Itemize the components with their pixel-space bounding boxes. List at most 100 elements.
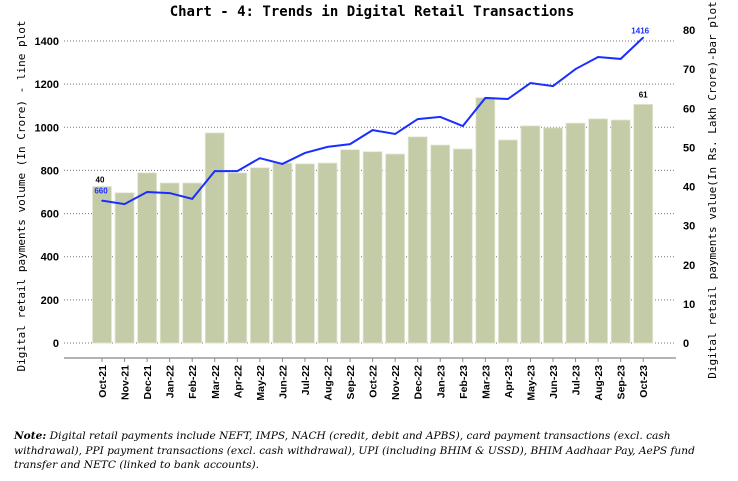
tick-labels: 0 200 400 600 800 1000 1200 1400 0 10 20 30 40 50 60 70… [35, 25, 696, 401]
right-tick-label: 40 [683, 182, 695, 194]
x-tick-label: Aug-23 [593, 365, 605, 401]
right-tick-label: 50 [683, 142, 695, 154]
line-point [213, 170, 216, 172]
line-point [326, 146, 329, 148]
line-point [304, 152, 306, 154]
x-tick-label: Mar-23 [480, 365, 492, 399]
bar [159, 182, 180, 344]
bar-data-label-last: 61 [639, 90, 648, 99]
x-tick-label: Nov-22 [390, 365, 402, 400]
line-point [552, 85, 554, 87]
bar [520, 125, 541, 344]
x-tick-label: Feb-22 [187, 365, 199, 399]
x-tick-label: Apr-23 [503, 365, 515, 398]
footnote: Note: Digital retail payments include NE… [14, 429, 726, 473]
line-point [507, 98, 509, 100]
x-tick-label: Sep-22 [345, 365, 357, 400]
line-point [529, 82, 532, 84]
line-point [416, 118, 419, 120]
line-point [281, 163, 284, 165]
bar [272, 162, 293, 344]
bar [137, 172, 158, 344]
left-tick-label: 0 [53, 338, 59, 350]
bar [633, 103, 654, 344]
line-point [191, 198, 193, 200]
x-tick-label: Jul-23 [571, 365, 583, 396]
x-tick-label: Jan-23 [435, 365, 447, 398]
bar [182, 182, 203, 344]
x-tick-label: May-23 [525, 365, 537, 401]
line-point [597, 56, 599, 58]
left-tick-label: 800 [41, 165, 59, 177]
x-tick-label: Jun-23 [548, 365, 560, 399]
line-point [574, 68, 577, 70]
line-point [394, 133, 396, 135]
x-tick-label: Jan-22 [165, 365, 177, 398]
bar [362, 151, 383, 344]
x-tick-label: Nov-21 [120, 365, 132, 400]
x-tick-label: Mar-22 [210, 365, 222, 399]
line-point [259, 157, 261, 159]
bar [385, 153, 406, 344]
left-tick-label: 600 [41, 209, 59, 221]
line-point [371, 129, 374, 131]
bar [114, 192, 135, 344]
note-text: Digital retail payments include NEFT, IM… [14, 430, 695, 471]
x-tick-label: Jun-22 [277, 365, 289, 399]
bar [430, 144, 451, 344]
line-point [619, 58, 622, 60]
bar [204, 132, 225, 344]
right-tick-label: 30 [683, 221, 695, 233]
x-tick-label: Sep-23 [616, 365, 628, 400]
bar [543, 127, 563, 344]
bar [407, 136, 428, 344]
chart-title: Chart - 4: Trends in Digital Retail Tran… [170, 4, 575, 20]
left-tick-label: 400 [41, 252, 59, 264]
left-tick-label: 1400 [35, 36, 59, 48]
left-tick-label: 1200 [35, 79, 59, 91]
bar [588, 118, 608, 344]
bar [565, 122, 586, 344]
line-point [123, 203, 126, 205]
line-series [101, 36, 644, 206]
x-tick-label: Dec-21 [142, 365, 154, 400]
bar [227, 172, 248, 344]
bar [340, 149, 360, 344]
line-point [439, 116, 442, 118]
left-tick-label: 200 [41, 295, 59, 307]
right-tick-label: 20 [683, 260, 695, 272]
right-tick-label: 10 [683, 299, 695, 311]
right-axis-label: Digital retail payments value(In Rs. Lak… [706, 1, 719, 379]
x-tick-label: Aug-22 [323, 365, 335, 401]
left-tick-label: 1000 [35, 122, 59, 134]
line-point [349, 143, 351, 145]
line-point [168, 192, 171, 194]
right-tick-label: 60 [683, 103, 695, 115]
line-point [146, 191, 148, 193]
x-tick-label: Dec-22 [413, 365, 425, 400]
x-tick-label: Jul-22 [300, 365, 312, 396]
bar [295, 163, 315, 344]
x-tick-label: Oct-23 [638, 365, 650, 398]
x-tick-label: Oct-22 [368, 365, 380, 398]
bar [452, 148, 473, 344]
bar-series [92, 97, 654, 344]
bar [249, 167, 270, 344]
bar-data-label-first: 40 [96, 176, 105, 185]
line-data-label-last: 1416 [631, 27, 649, 36]
right-tick-label: 0 [683, 338, 689, 350]
bar [497, 139, 518, 344]
line-data-label-first: 660 [94, 187, 108, 196]
x-tick-label: May-22 [255, 365, 267, 401]
left-axis-label: Digital retail payments volume (In Crore… [15, 21, 28, 372]
line-point [484, 97, 487, 99]
line-point [236, 170, 239, 172]
x-tick-label: Apr-22 [232, 365, 244, 398]
line-point [462, 125, 464, 127]
x-tick-label: Oct-21 [97, 365, 109, 398]
bar [610, 119, 631, 344]
right-tick-label: 70 [683, 64, 695, 76]
right-tick-label: 80 [683, 25, 695, 37]
line-point [642, 36, 644, 39]
